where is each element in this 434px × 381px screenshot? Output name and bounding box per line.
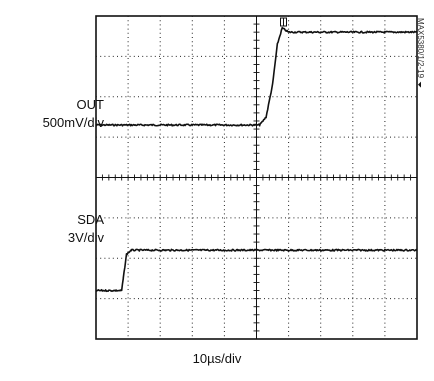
time-scale-label: 10µs/div bbox=[192, 351, 242, 366]
graticule bbox=[95, 15, 418, 340]
traces bbox=[95, 26, 418, 293]
sda-channel-label: SDA bbox=[77, 212, 104, 227]
out-scale-label: 500mV/div bbox=[42, 115, 104, 130]
figure-id-label: MAX5380/1/2-19 bbox=[416, 18, 425, 79]
markers bbox=[280, 17, 421, 88]
sda-scale-label: 3V/div bbox=[67, 230, 104, 245]
trace-out bbox=[95, 26, 418, 127]
out-channel-label: OUT bbox=[76, 97, 104, 112]
trace-sda bbox=[95, 248, 418, 293]
reference-level-marker bbox=[418, 81, 421, 88]
